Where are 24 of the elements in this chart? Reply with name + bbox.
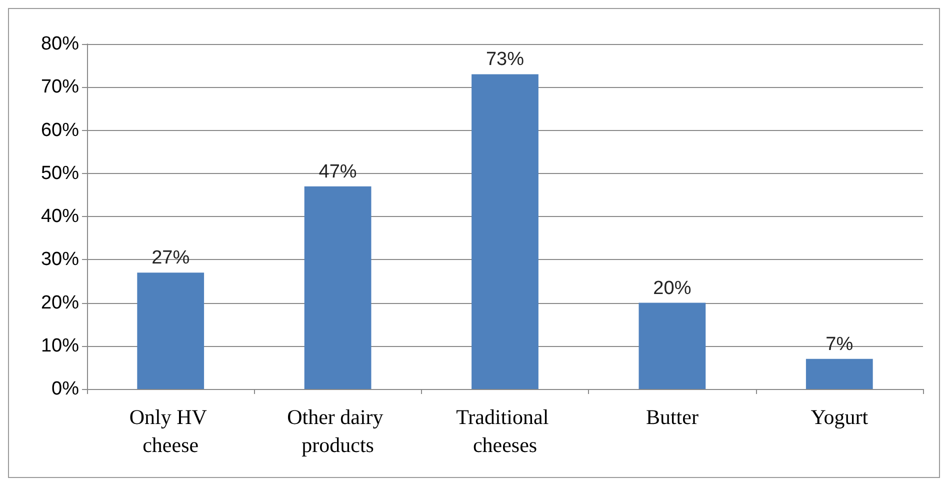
y-tick-label: 80% xyxy=(40,34,80,54)
bar xyxy=(806,358,873,389)
y-tick-label: 10% xyxy=(40,335,80,356)
x-tick-label: Other dairy products xyxy=(287,405,389,457)
data-label: 27% xyxy=(152,248,190,269)
y-tick-label: 60% xyxy=(40,120,80,141)
y-tick-label: 40% xyxy=(40,206,80,227)
x-tick-label: Only HV cheese xyxy=(129,405,212,457)
y-tick-label: 50% xyxy=(40,162,80,184)
y-tick-label: 20% xyxy=(40,292,80,314)
data-label: 20% xyxy=(653,278,692,299)
data-label: 73% xyxy=(486,49,524,70)
x-tick-label: Butter xyxy=(646,405,698,429)
y-tick-label: 70% xyxy=(40,76,80,98)
y-tick-label: 30% xyxy=(40,249,80,270)
bar xyxy=(137,272,204,389)
bar xyxy=(638,302,706,389)
data-label: 47% xyxy=(318,161,357,182)
y-tick-label: 0% xyxy=(52,378,80,400)
bar xyxy=(304,186,372,389)
bar xyxy=(472,74,538,389)
data-label: 7% xyxy=(826,334,854,355)
x-tick-label: Yogurt xyxy=(810,405,868,429)
x-tick-label: Traditional cheeses xyxy=(456,405,554,457)
